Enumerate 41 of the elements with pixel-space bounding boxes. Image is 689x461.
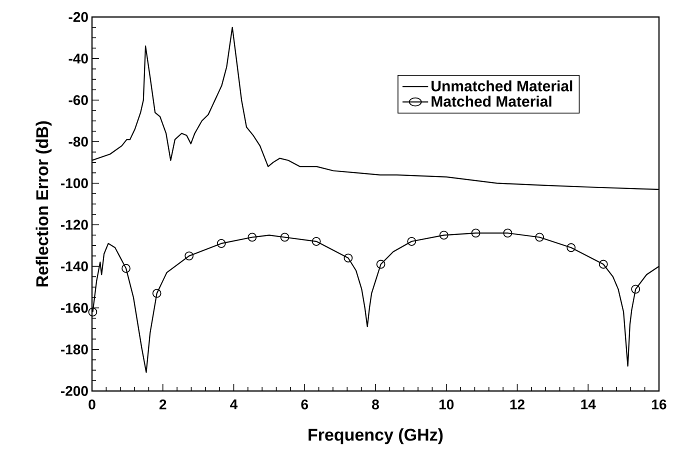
legend-label: Matched Material bbox=[432, 96, 552, 107]
point bbox=[152, 288, 162, 298]
point bbox=[280, 232, 290, 242]
point bbox=[631, 284, 640, 294]
point bbox=[439, 230, 448, 240]
x-tick-label: 6 bbox=[301, 400, 308, 410]
point bbox=[471, 228, 480, 238]
y-tick-label: -160 bbox=[61, 302, 88, 313]
point bbox=[376, 260, 386, 269]
x-tick-label: 14 bbox=[581, 400, 596, 410]
y-tick-label: -20 bbox=[68, 12, 88, 22]
point bbox=[407, 236, 416, 246]
y-tick-label: -40 bbox=[68, 54, 88, 64]
point bbox=[248, 232, 257, 242]
point bbox=[312, 236, 321, 246]
point bbox=[88, 308, 98, 316]
y-tick-label: -60 bbox=[68, 95, 88, 106]
x-tick-label: 10 bbox=[439, 400, 454, 410]
y-tick-label: -100 bbox=[61, 178, 88, 188]
point bbox=[535, 232, 544, 242]
y-tick-label: -200 bbox=[61, 386, 88, 396]
point bbox=[216, 239, 226, 248]
point bbox=[184, 251, 194, 260]
x-tick-label: 8 bbox=[372, 400, 379, 410]
x-axis-title: Frequency (GHz) bbox=[308, 428, 443, 444]
y-tick-label: -120 bbox=[61, 220, 88, 230]
point bbox=[344, 254, 353, 262]
point bbox=[598, 260, 608, 269]
x-tick-label: 12 bbox=[510, 400, 524, 410]
y-axis-title: Reflection Error (dB) bbox=[36, 121, 52, 286]
x-tick-label: 2 bbox=[159, 400, 166, 410]
y-tick-label: -140 bbox=[61, 261, 88, 272]
x-tick-label: 4 bbox=[230, 400, 238, 410]
x-tick-label: 16 bbox=[652, 400, 666, 410]
y-tick-label: -80 bbox=[68, 136, 88, 147]
legend-label: Unmatched Material bbox=[432, 80, 572, 92]
point bbox=[503, 228, 512, 238]
point bbox=[122, 264, 130, 273]
x-tick-label: 0 bbox=[88, 400, 96, 410]
y-tick-label: -180 bbox=[61, 344, 88, 354]
point bbox=[566, 243, 576, 252]
